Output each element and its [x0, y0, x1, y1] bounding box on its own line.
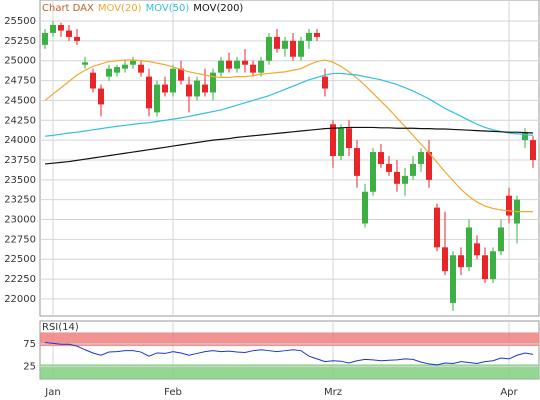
- candle-body: [98, 88, 104, 105]
- candle-body: [114, 67, 120, 73]
- candle-body: [178, 68, 184, 81]
- y-tick-label: 22250: [4, 274, 36, 285]
- rsi-line: [44, 341, 534, 366]
- chart-title: Chart DAX: [42, 3, 94, 14]
- candle-body: [482, 255, 488, 280]
- candle-body: [362, 191, 368, 224]
- y-tick-label: 24500: [4, 95, 36, 106]
- y-tick-label: 75: [23, 339, 36, 350]
- candle-body: [50, 25, 56, 33]
- y-tick-label: 22000: [4, 294, 36, 305]
- candle-body: [402, 175, 408, 184]
- candle-body: [58, 25, 64, 31]
- candle-body: [122, 64, 128, 69]
- y-tick-label: 24250: [4, 115, 36, 126]
- candle-body: [306, 32, 312, 41]
- candle-body: [106, 68, 112, 77]
- candle-body: [386, 163, 392, 172]
- candle-body: [346, 128, 352, 149]
- rsi-title: RSI(14): [42, 322, 79, 333]
- x-tick-label: Jan: [44, 387, 60, 398]
- y-tick-label: 22750: [4, 234, 36, 245]
- y-tick-label: 22500: [4, 254, 36, 265]
- candle-body: [442, 247, 448, 272]
- candle-body: [530, 140, 536, 160]
- candle-body: [266, 36, 272, 61]
- ma-line: [44, 126, 534, 165]
- candle-body: [322, 76, 328, 89]
- candle-body: [394, 171, 400, 184]
- y-tick-label: 23250: [4, 195, 36, 206]
- y-tick-label: 24750: [4, 76, 36, 87]
- price-plot-frame: [39, 0, 540, 317]
- ma-line: [44, 72, 534, 137]
- y-tick-label: 25500: [4, 16, 36, 27]
- candle-body: [474, 243, 480, 256]
- candle-body: [210, 72, 216, 93]
- candle-body: [234, 60, 240, 69]
- candle-body: [258, 60, 264, 73]
- rsi-band: [40, 332, 539, 347]
- x-tick-label: Apr: [500, 387, 518, 398]
- y-tick-label: 25000: [4, 56, 36, 67]
- candle-body: [418, 152, 424, 164]
- candle-body: [130, 60, 136, 65]
- candle-body: [506, 195, 512, 216]
- candle-body: [354, 148, 360, 176]
- y-tick-label: 23000: [4, 215, 36, 226]
- candle-body: [522, 132, 528, 141]
- candle-body: [90, 72, 96, 89]
- legend-entry: MOV(20): [98, 3, 142, 14]
- candle-body: [338, 128, 344, 157]
- y-tick-label: 23500: [4, 175, 36, 186]
- candle-body: [274, 36, 280, 49]
- candle-body: [74, 36, 80, 41]
- x-tick-label: Mrz: [324, 387, 342, 398]
- candle-body: [458, 255, 464, 268]
- candle-body: [330, 124, 336, 157]
- legend-entry: MOV(200): [193, 3, 243, 14]
- candle-body: [498, 227, 504, 252]
- candle-body: [202, 84, 208, 93]
- candle-body: [226, 60, 232, 69]
- candle-body: [194, 80, 200, 97]
- candle-body: [242, 60, 248, 65]
- ma-line: [44, 59, 533, 213]
- y-tick-label: 24000: [4, 135, 36, 146]
- candle-body: [378, 152, 384, 164]
- x-tick-label: Feb: [164, 387, 182, 398]
- candle-body: [410, 163, 416, 176]
- candle-body: [250, 64, 256, 73]
- y-tick-label: 23750: [4, 155, 36, 166]
- rsi-band: [40, 364, 539, 379]
- candle-body: [146, 76, 152, 109]
- candle-body: [170, 68, 176, 93]
- candle-body: [290, 40, 296, 57]
- candle-body: [490, 251, 496, 280]
- legend-entry: MOV(50): [146, 3, 190, 14]
- candle-body: [186, 84, 192, 97]
- candle-body: [66, 30, 72, 37]
- candle-body: [370, 152, 376, 192]
- candle-body: [282, 40, 288, 49]
- candle-body: [154, 84, 160, 113]
- candle-body: [162, 84, 168, 93]
- candle-body: [466, 227, 472, 268]
- candle-body: [314, 32, 320, 37]
- candle-body: [426, 152, 432, 180]
- candle-body: [82, 62, 88, 65]
- y-tick-label: 25250: [4, 36, 36, 47]
- candle-body: [434, 207, 440, 248]
- y-tick-label: 25: [23, 362, 36, 373]
- legend: Chart DAX MOV(20) MOV(50) MOV(200): [42, 3, 243, 14]
- candle-body: [450, 255, 456, 303]
- candle-body: [298, 40, 304, 57]
- candle-body: [218, 60, 224, 73]
- candle-body: [138, 64, 144, 73]
- candle-body: [42, 32, 48, 45]
